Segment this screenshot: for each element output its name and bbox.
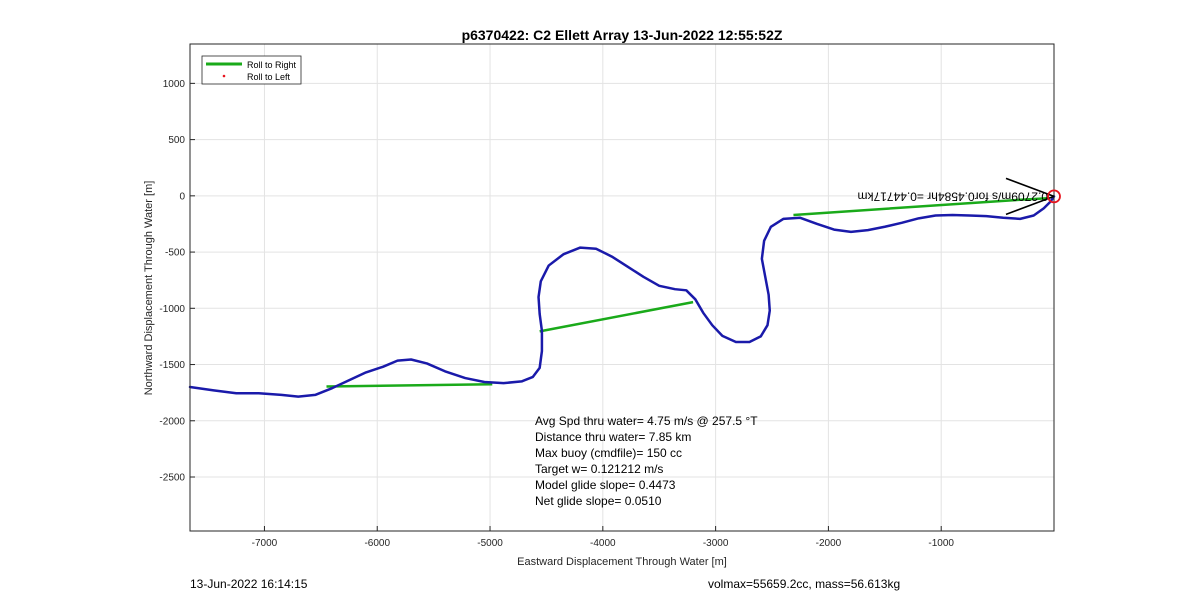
x-tick-label: -4000 — [590, 538, 616, 549]
footer-timestamp: 13-Jun-2022 16:14:15 — [190, 577, 308, 591]
glider-track-line — [188, 195, 1056, 398]
roll-right-segment — [793, 196, 1050, 217]
legend-box — [201, 55, 302, 85]
legend-label-roll-right: Roll to Right — [247, 60, 297, 70]
legend-label-roll-left: Roll to Left — [247, 72, 291, 82]
y-axis-label: Northward Displacement Through Water [m] — [143, 181, 155, 396]
y-tick-label: -500 — [165, 248, 185, 259]
axis-ticks: -7000 -6000 -5000 -4000 -3000 -2000 -1000-2500… — [159, 79, 954, 549]
x-tick-label: -6000 — [364, 538, 390, 549]
legend: Roll to Right Roll to Left — [201, 55, 302, 85]
x-tick-label: -1000 — [928, 538, 954, 549]
stats-annotation: Avg Spd thru water= 4.75 m/s @ 257.5 °T — [535, 414, 758, 428]
y-tick-label: -2000 — [159, 416, 185, 427]
x-tick-label: -5000 — [477, 538, 503, 549]
roll-right-segment — [326, 382, 493, 388]
x-tick-label: -2000 — [816, 538, 842, 549]
current-arrow-barb — [1005, 195, 1055, 216]
stats-annotation: Model glide slope= 0.4473 — [535, 478, 676, 492]
plot-frame — [189, 43, 1055, 532]
stats-annotation: Target w= 0.121212 m/s — [535, 462, 663, 476]
stats-annotation: Distance thru water= 7.85 km — [535, 430, 691, 444]
overlay-layer: 0.2709m/s for0.4584hr =0.44717km Avg Spd … — [535, 177, 1061, 508]
y-tick-label: -2500 — [159, 473, 185, 484]
x-tick-label: -7000 — [252, 538, 278, 549]
chart-title: p6370422: C2 Ellett Array 13-Jun-2022 12… — [462, 27, 783, 43]
y-tick-label: 500 — [168, 135, 185, 146]
end-position-marker — [1047, 189, 1061, 204]
footer-volmax-mass: volmax=55659.2cc, mass=56.613kg — [708, 577, 901, 591]
x-tick-label: -3000 — [703, 538, 729, 549]
roll-right-segment — [539, 300, 694, 333]
grid — [190, 44, 1054, 531]
current-vector-label: 0.2709m/s for0.4584hr =0.44717km — [858, 189, 1048, 203]
y-tick-label: 0 — [179, 191, 185, 202]
stats-annotation: Max buoy (cmdfile)= 150 cc — [535, 446, 682, 460]
current-arrow-barb — [1005, 177, 1055, 198]
plot-area — [190, 44, 1054, 531]
stats-annotation: Net glide slope= 0.0510 — [535, 494, 662, 508]
y-tick-label: 1000 — [163, 79, 186, 90]
y-tick-label: -1500 — [159, 360, 185, 371]
series-layer — [188, 195, 1056, 398]
x-axis-label: Eastward Displacement Through Water [m] — [517, 556, 727, 568]
y-tick-label: -1000 — [159, 304, 185, 315]
legend-swatch-roll-left — [222, 74, 226, 78]
